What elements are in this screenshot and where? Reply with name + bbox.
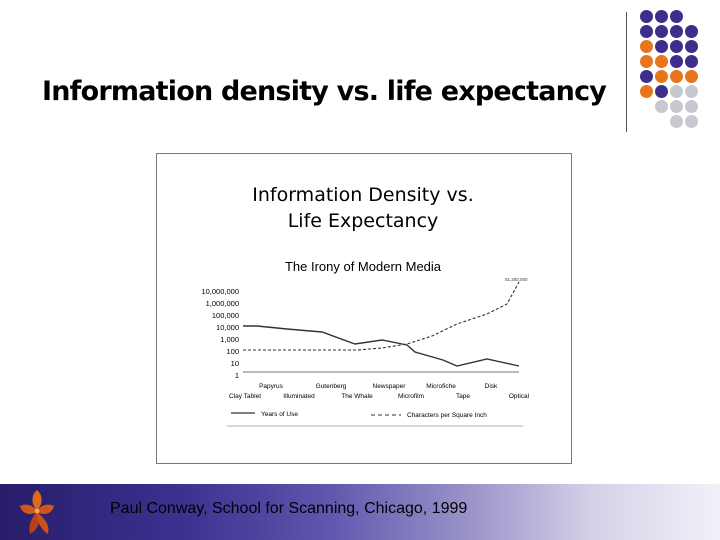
media-labels-bottom: Clay Tablet Illuminated The Whale Microf… [229,393,530,400]
media-label: Microfiche [426,383,456,390]
media-label: Optical [509,393,530,400]
media-label: Papyrus [259,383,284,390]
figure-canvas: Information Density vs. Life Expectancy … [201,184,530,427]
legend-chars-label: Characters per Square Inch [407,412,487,419]
y-tick-label: 10,000 [216,323,239,332]
decorative-dot [670,55,683,68]
decorative-dot [655,25,668,38]
y-tick-label: 1,000 [220,335,239,344]
decorative-dot [640,70,653,83]
media-label: Tape [456,393,470,400]
decorative-dot [670,115,683,128]
scanned-chart-figure: Information Density vs. Life Expectancy … [156,153,572,464]
flower-logo-icon [20,490,54,534]
divider-line [626,12,627,132]
decorative-dot [685,85,698,98]
decorative-dot [640,40,653,53]
decorative-dot [640,10,653,23]
figure-title-line-2: Life Expectancy [288,210,439,232]
media-label: Microfilm [398,393,424,400]
y-tick-label: 1 [235,371,239,380]
decorative-dot [655,55,668,68]
y-tick-label: 10,000,000 [201,287,239,296]
years-of-use-line [243,325,520,367]
y-tick-label: 1,000,000 [206,299,239,308]
figure-subtitle: The Irony of Modern Media [285,259,442,274]
media-label: Illuminated [283,393,315,400]
decorative-dot [670,40,683,53]
decorative-dot [685,100,698,113]
decorative-dot [670,70,683,83]
decorative-dot [655,70,668,83]
figure-title-line-1: Information Density vs. [252,184,473,206]
decorative-dot [655,85,668,98]
decorative-dot [655,10,668,23]
decorative-dot [670,25,683,38]
decorative-dot [670,100,683,113]
media-label: Gutenberg [316,383,347,390]
point-value-label: 51,200,000 [505,277,528,282]
decorative-dot [670,10,683,23]
decorative-dot [685,40,698,53]
decorative-dot [640,85,653,98]
y-tick-label: 10 [231,359,239,368]
slide-title: Information density vs. life expectancy [42,76,607,107]
y-axis-labels: 10,000,000 1,000,000 100,000 10,000 1,00… [201,287,239,380]
decorative-dot [685,115,698,128]
y-tick-label: 100 [226,347,239,356]
decorative-dot [685,55,698,68]
y-tick-label: 100,000 [212,311,239,320]
media-label: Clay Tablet [229,393,261,400]
decorative-dot [655,40,668,53]
decorative-dot [670,85,683,98]
footer-band [0,484,720,540]
figure-legend: Years of Use Characters per Square Inch [227,411,523,427]
chars-per-inch-line [243,281,520,351]
decorative-dot [685,25,698,38]
decorative-dot [685,70,698,83]
legend-years-label: Years of Use [261,411,298,418]
media-label: Disk [485,383,498,390]
media-label: The Whale [341,393,373,400]
decorative-dot [640,25,653,38]
point-value-labels: 51,200,000 [505,277,528,282]
media-labels-top: Papyrus Gutenberg Newspaper Microfiche D… [259,383,498,390]
decorative-dot [655,100,668,113]
media-label: Newspaper [373,383,407,390]
decorative-dot [640,55,653,68]
citation-footer: Paul Conway, School for Scanning, Chicag… [110,500,468,517]
